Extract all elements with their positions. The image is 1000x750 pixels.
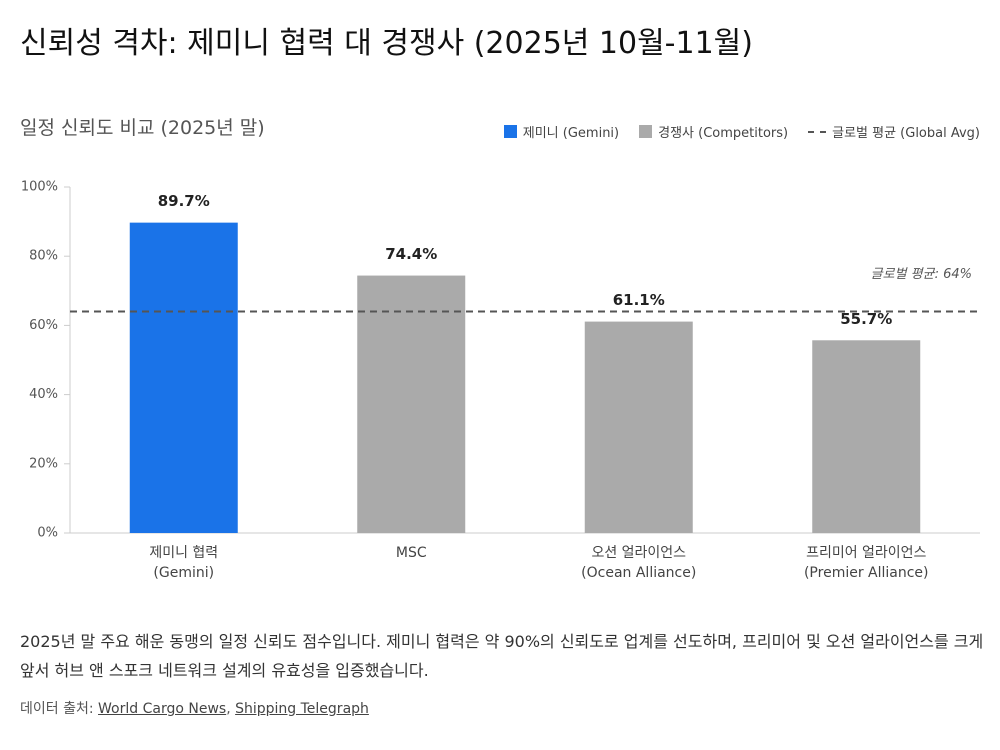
- source-link[interactable]: World Cargo News: [98, 701, 227, 717]
- chart-title: 일정 신뢰도 비교 (2025년 말): [20, 117, 265, 139]
- value-label: 61.1%: [613, 291, 665, 309]
- legend: 제미니 (Gemini) 경쟁사 (Competitors) 글로벌 평균 (G…: [503, 122, 980, 141]
- bar: [129, 222, 238, 533]
- y-tick-label: 40%: [29, 387, 58, 402]
- y-tick-label: 60%: [29, 318, 58, 333]
- bar: [812, 340, 921, 533]
- x-tick-label: MSC: [395, 545, 427, 561]
- value-label: 74.4%: [385, 245, 437, 263]
- legend-dash: [808, 130, 827, 133]
- value-label: 55.7%: [840, 310, 892, 328]
- y-tick-label: 20%: [29, 456, 58, 471]
- legend-item: 경쟁사 (Competitors): [639, 122, 788, 141]
- y-tick-label: 80%: [29, 249, 58, 264]
- legend-swatch: [503, 125, 517, 138]
- source: 데이터 출처: World Cargo News, Shipping Teleg…: [20, 698, 369, 718]
- x-tick-label: 오션 얼라이언스 (Ocean Alliance): [581, 545, 697, 581]
- bar: [357, 275, 466, 533]
- page-title: 신뢰성 격차: 제미니 협력 대 경쟁사 (2025년 10월-11월): [20, 26, 753, 61]
- legend-label: 글로벌 평균 (Global Avg): [832, 126, 980, 141]
- legend-item: 제미니 (Gemini): [503, 122, 620, 141]
- bar: [584, 321, 693, 533]
- description: 2025년 말 주요 해운 동맹의 일정 신뢰도 점수입니다. 제미니 협력은 …: [20, 632, 984, 680]
- legend-label: 제미니 (Gemini): [522, 126, 620, 141]
- source-link[interactable]: Shipping Telegraph: [235, 701, 369, 717]
- y-tick-label: 0%: [37, 526, 58, 541]
- legend-item: 글로벌 평균 (Global Avg): [808, 122, 980, 141]
- legend-label: 경쟁사 (Competitors): [658, 126, 789, 141]
- value-label: 89.7%: [158, 192, 210, 210]
- source-label: 데이터 출처:: [20, 701, 94, 717]
- separator: ,: [226, 701, 236, 717]
- y-tick-label: 100%: [21, 180, 58, 195]
- x-tick-label: 제미니 협력 (Gemini): [149, 545, 219, 581]
- legend-swatch: [639, 125, 653, 138]
- reference-label: 글로벌 평균: 64%: [871, 267, 972, 282]
- x-tick-label: 프리미어 얼라이언스 (Premier Alliance): [803, 545, 929, 581]
